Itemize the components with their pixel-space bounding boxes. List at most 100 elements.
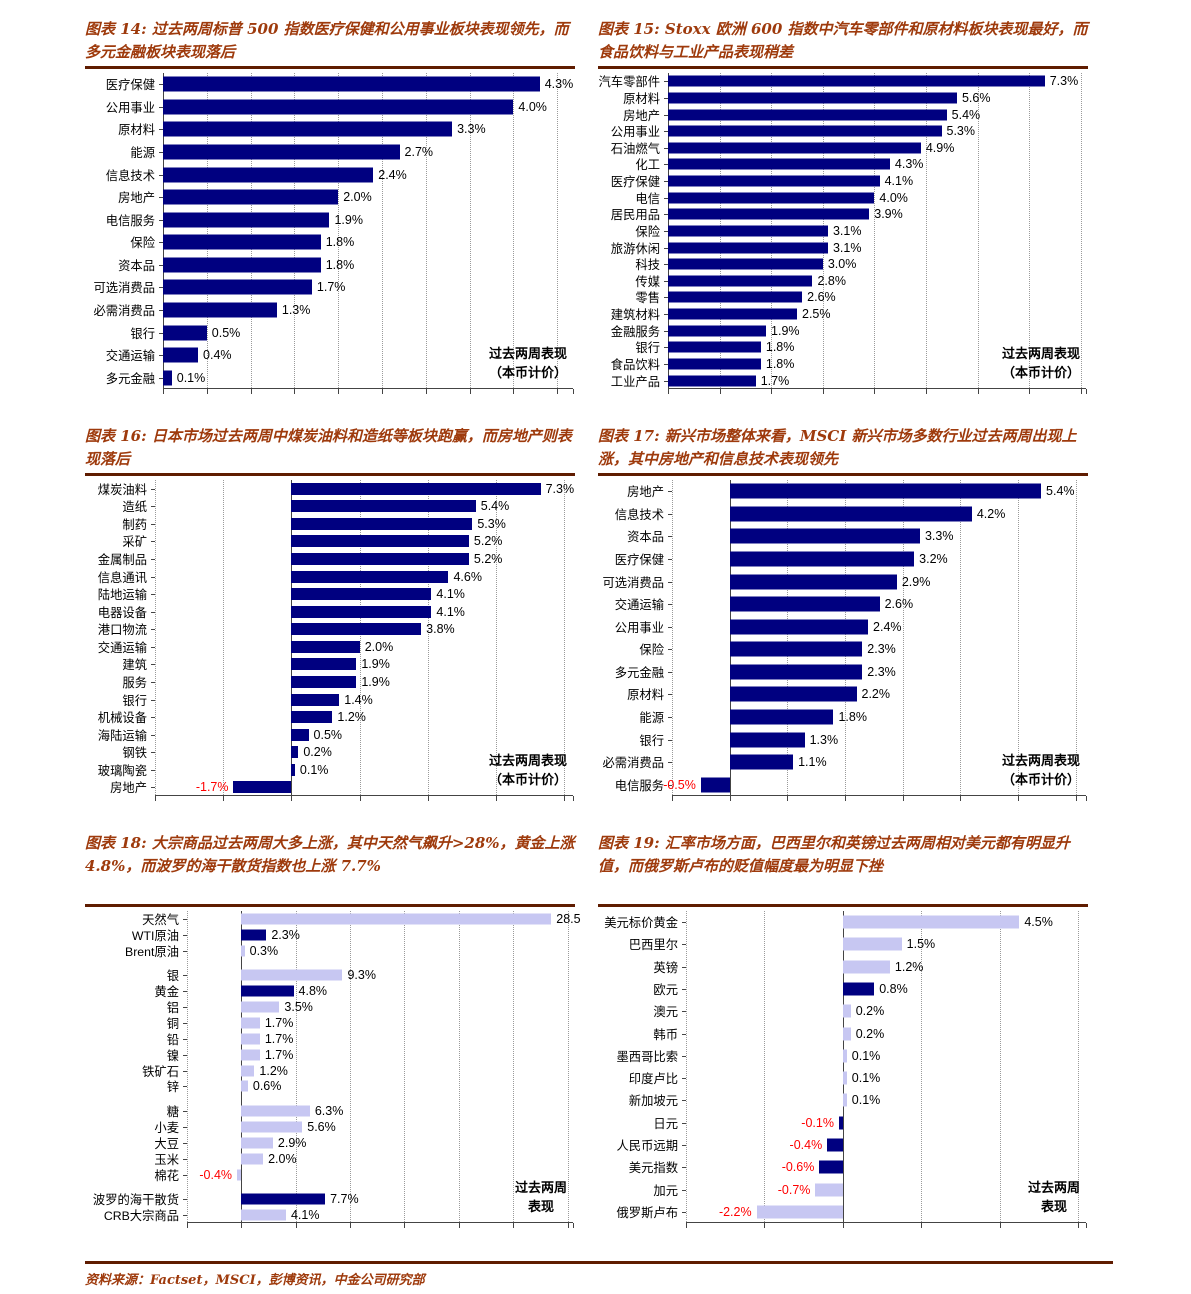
category-label: 汽车零部件 [598,75,661,90]
bar [729,574,897,590]
category-tick [668,694,672,696]
category-label: 信息技术 [614,507,664,522]
value-label: 1.8% [838,710,867,725]
value-label: 2.0% [343,190,372,205]
bar-rows: 房地产 5.4% 信息技术 4.2% 资本品 3.3% 医疗保健 3.2% 可选消费品 2.9% 交… [598,480,1086,796]
bar-track: 7.3% [151,480,574,498]
value-label: 2.5% [802,307,831,322]
bar [241,1080,248,1092]
bar [291,763,295,776]
bar [241,1065,255,1077]
x-axis-tick [902,796,904,801]
bar-track: 1.8% [159,254,573,277]
bar-track: 0.2% [682,1000,1086,1022]
bar-row: 煤炭油料 7.3% [85,480,574,498]
category-tick [183,950,187,952]
x-axis-tick [844,796,846,801]
bar-row: 信息技术 4.2% [598,503,1086,526]
value-label: 1.8% [325,235,355,250]
bar-row: 玉米 2.0% [85,1151,573,1167]
category-tick [159,84,163,86]
title-rule [598,904,1088,907]
bar [838,1116,843,1130]
value-label: 5.6% [961,90,991,105]
category-tick [664,164,668,166]
category-tick [159,242,163,244]
x-axis-tick [999,1223,1001,1228]
bar [291,500,476,513]
gridline [1078,911,1080,1222]
value-label: 5.4% [951,107,981,122]
bar-row: 原材料 2.2% [598,683,1086,706]
bar [241,1193,326,1205]
gridline [496,480,498,795]
x-axis-tick [223,796,225,801]
plot-region [155,480,574,801]
category-tick [159,287,163,289]
category-tick [682,1078,686,1080]
plot-annotation: 过去两周 表现 [1028,1179,1080,1217]
bar-row: 澳元 0.2% [598,1000,1086,1022]
figure-16: 图表 16: 日本市场过去两周中煤炭油料和造纸等板块跑赢，而房地产则表现落后 煤… [85,425,575,810]
bar-rows: 医疗保健 4.3% 公用事业 4.0% 原材料 3.3% 能源 2.7% 信息技术 2.4% 房地产… [85,73,573,389]
bar-row: 海陆运输 0.5% [85,726,573,744]
category-tick [159,106,163,108]
category-tick [664,131,668,133]
bar-row: 传媒 2.8% [598,273,1086,290]
gridline [844,480,846,795]
bar-row: 工业产品 1.7% [598,372,1086,389]
bar-row: 房地产 -1.7% [85,779,573,797]
bar-row: 新加坡元 0.1% [598,1089,1086,1111]
plot-annotation: 过去两周表现 （本币计价） [489,345,567,383]
gridline [404,911,406,1222]
x-axis-tick [557,389,559,394]
bar-track: 4.1% [664,173,1086,190]
gridline [926,73,928,388]
x-axis-tick [338,389,340,394]
bar [163,99,514,115]
bar-track: 28.5 [183,911,581,927]
bar-row: 能源 1.8% [598,706,1086,729]
bar-track: 3.0% [664,256,1086,273]
bar [291,553,469,566]
category-tick [159,152,163,154]
category-label: 房地产 [627,485,664,500]
bar-track: 1.2% [682,956,1086,978]
category-tick [664,247,668,249]
bar [668,192,875,204]
category-label: WTI原油 [131,928,179,943]
value-label: 3.3% [457,122,486,137]
category-label: 铅 [166,1032,179,1047]
value-label: 3.9% [874,207,903,222]
bar-row: 银 9.3% [85,967,573,983]
bar-track: 1.8% [664,356,1086,373]
bar-row: 交通运输 2.0% [85,638,573,656]
plot-region [672,480,1087,801]
value-label: 0.4% [203,348,232,363]
bar-track: 0.2% [682,1022,1086,1044]
x-axis-tick [1029,389,1031,394]
bar-row: 建筑 1.9% [85,656,573,674]
category-tick [668,536,672,538]
category-label: 科技 [635,258,660,273]
bar-track: 4.1% [183,1207,573,1223]
bar [291,588,432,601]
bar-track: -2.2% [682,1201,1086,1223]
category-label: 交通运输 [105,349,155,364]
bar [163,167,374,183]
title-rule [85,66,575,69]
bar-row: 必需消费品 1.3% [85,299,573,322]
zero-axis-line [729,480,731,795]
gridline [469,73,471,388]
bar [233,781,292,794]
bar-row: 波罗的海干散货 7.7% [85,1191,573,1207]
x-axis-tick [1017,796,1019,801]
category-label: 服务 [122,675,147,690]
value-label: 4.3% [544,77,574,92]
category-tick [151,699,155,701]
value-label: 3.2% [919,552,948,567]
category-label: 墨西哥比索 [616,1049,679,1064]
bar-track: -0.4% [682,1134,1086,1156]
bar-row: 银行 1.4% [85,691,573,709]
bar-track: 1.7% [183,1015,573,1031]
